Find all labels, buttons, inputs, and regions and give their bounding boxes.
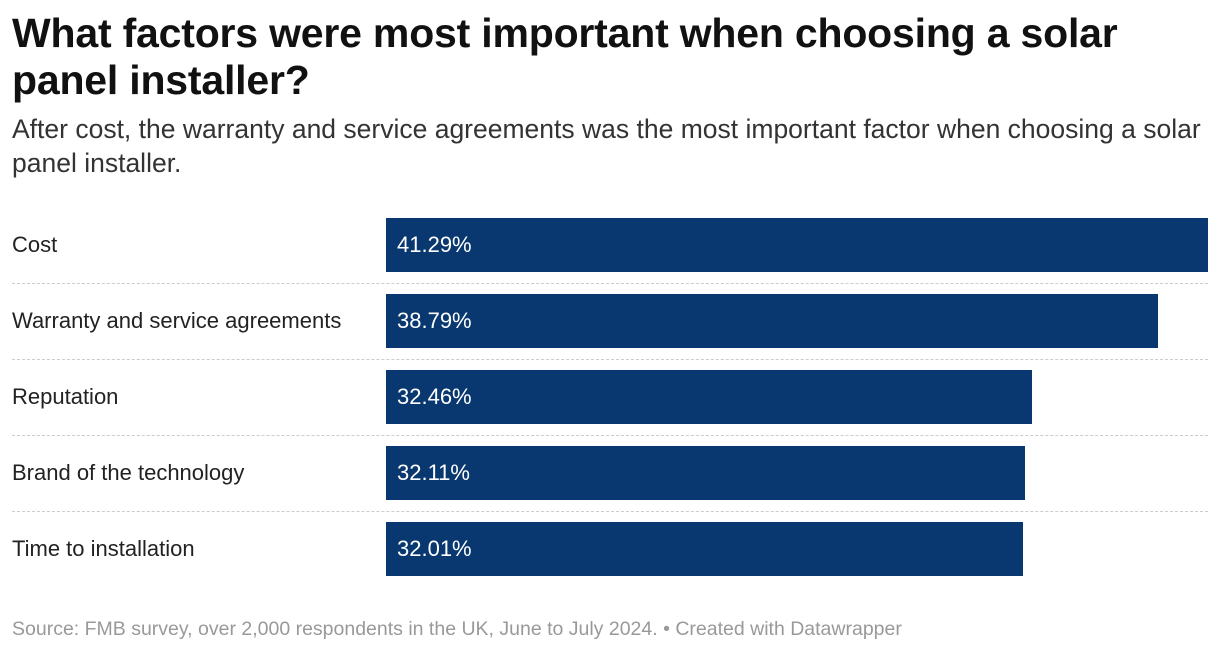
bar-value-label: 32.46% — [397, 384, 472, 409]
bar — [386, 446, 1025, 500]
bar-value-label: 32.11% — [397, 460, 470, 485]
bar-value-label: 41.29% — [397, 232, 472, 257]
category-label: Time to installation — [12, 536, 195, 561]
bar — [386, 294, 1158, 348]
category-label: Reputation — [12, 384, 119, 409]
chart-row: Time to installation 32.01% — [12, 522, 1208, 598]
chart-footer: Source: FMB survey, over 2,000 responden… — [12, 617, 902, 641]
chart-row: Brand of the technology 32.11% — [12, 446, 1208, 522]
chart-header: What factors were most important when ch… — [12, 10, 1208, 180]
datawrapper-credit: Created with Datawrapper — [675, 618, 902, 640]
row-separator — [12, 511, 1208, 512]
chart-row: Warranty and service agreements 38.79% — [12, 294, 1208, 370]
chart-row: Cost 41.29% — [12, 218, 1208, 294]
category-label: Brand of the technology — [12, 460, 245, 485]
row-separator — [12, 283, 1208, 284]
row-separator — [12, 435, 1208, 436]
bar — [386, 370, 1032, 424]
chart-subtitle: After cost, the warranty and service agr… — [12, 114, 1201, 178]
bar-value-label: 32.01% — [397, 536, 472, 561]
source-note: Source: FMB survey, over 2,000 responden… — [12, 618, 658, 640]
bar-value-label: 38.79% — [397, 308, 472, 333]
chart-row: Reputation 32.46% — [12, 370, 1208, 446]
row-separator — [12, 359, 1208, 360]
category-label: Warranty and service agreements — [12, 308, 342, 333]
footer-separator: • — [663, 618, 670, 640]
bar-chart: Cost 41.29% Warranty and service agreement… — [12, 218, 1208, 598]
bar — [386, 218, 1208, 272]
bar — [386, 522, 1023, 576]
category-label: Cost — [12, 232, 58, 257]
chart-title: What factors were most important when ch… — [12, 10, 1118, 103]
